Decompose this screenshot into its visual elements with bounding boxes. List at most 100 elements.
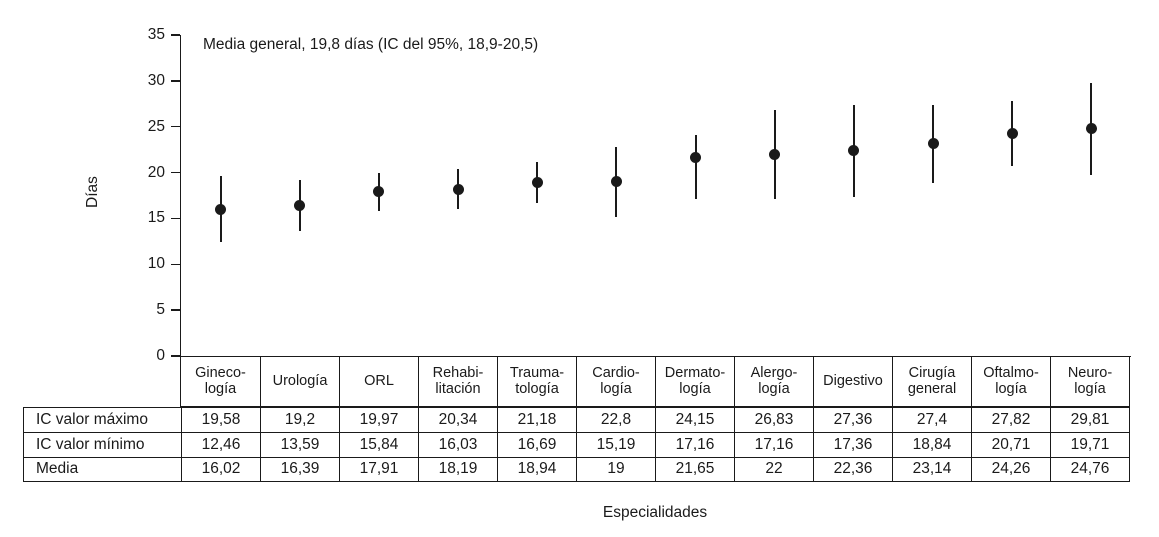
y-tick-label: 10 (147, 255, 165, 273)
column-header-line: Digestivo (823, 372, 883, 389)
value-cell: 22,36 (813, 456, 892, 481)
value-cell: 22,8 (576, 408, 655, 433)
mean-marker (531, 176, 543, 188)
column-header-line: Gineco- (195, 364, 246, 381)
column-header-cell: Rehabi-litación (418, 356, 497, 406)
mean-marker (1085, 123, 1097, 135)
column-header-line: Dermato- (664, 364, 726, 381)
column-header-line: general (907, 381, 957, 397)
column-header-cell: Digestivo (813, 356, 892, 406)
value-cell: 26,83 (734, 408, 813, 433)
mean-marker (690, 151, 702, 163)
value-cell: 27,36 (813, 408, 892, 433)
y-tick-label: 5 (156, 301, 165, 319)
y-tick-label: 0 (156, 347, 165, 364)
y-tick-mark (170, 217, 180, 220)
value-cell: 19,71 (1050, 432, 1129, 457)
column-header-cell: Cirugía general (892, 356, 971, 406)
value-cell: 21,65 (655, 456, 734, 481)
column-header-line: logía (758, 381, 790, 397)
overall-mean-annotation: Media general, 19,8 días (IC del 95%, 18… (203, 36, 539, 53)
value-cell: 19,97 (339, 408, 418, 433)
column-header-line: Cardio- (592, 364, 640, 381)
value-cell: 19,2 (260, 408, 339, 433)
y-tick-mark (170, 125, 180, 128)
value-cell: 17,16 (734, 432, 813, 457)
column-header-line: Oftalmo- (983, 364, 1039, 381)
column-header-line: Cirugía (908, 364, 956, 381)
value-cell: 23,14 (892, 456, 971, 481)
plot-area: Media general, 19,8 días (IC del 95%, 18… (148, 26, 1131, 364)
column-header-line: logía (995, 381, 1027, 397)
column-header-cell: Urología (260, 356, 339, 406)
value-cell: 15,84 (339, 432, 418, 457)
y-tick-mark (170, 309, 180, 311)
mean-marker (452, 183, 464, 195)
value-cell: 16,03 (418, 432, 497, 457)
value-cell: 27,82 (971, 408, 1050, 433)
column-header-line: Neuro- (1067, 364, 1113, 381)
mean-marker (215, 203, 227, 215)
column-header-line: ORL (364, 372, 394, 389)
y-tick-label: 15 (147, 209, 165, 227)
column-header-line: tología (515, 381, 559, 397)
value-cell: 13,59 (260, 432, 339, 457)
column-header-line: litación (435, 381, 481, 397)
value-cell: 17,36 (813, 432, 892, 457)
mean-marker (373, 186, 385, 198)
value-cell: 20,71 (971, 432, 1050, 457)
y-tick-mark (170, 263, 180, 266)
mean-marker (610, 176, 622, 188)
row-label-cell: IC valor mínimo (24, 432, 181, 456)
value-cell: 29,81 (1050, 408, 1129, 433)
row-label-cell: IC valor máximo (36, 411, 148, 429)
y-tick-mark (170, 34, 180, 36)
x-axis-title: Especialidades (602, 504, 708, 521)
column-header-cell: Neuro-logía (1050, 356, 1129, 406)
column-header-line: logía (1074, 381, 1106, 397)
column-header-line: Alergo- (750, 364, 798, 381)
table-body: IC valor máximo 19,58 19,2 19,97 20,34 21,18 2… (23, 407, 1130, 482)
column-header-cell: Dermato-logía (655, 356, 734, 406)
value-cell: 24,26 (971, 456, 1050, 481)
column-header-cell: Cardio-logía (576, 356, 655, 406)
value-cell: 19 (576, 456, 655, 481)
mean-marker (769, 148, 781, 160)
y-tick-mark (170, 80, 180, 82)
value-cell: 16,69 (497, 432, 576, 457)
row-label-cell: Media (24, 456, 181, 481)
value-cell: 21,18 (497, 408, 576, 433)
value-cell: 17,91 (339, 456, 418, 481)
column-header-cell: Alergo-logía (734, 356, 813, 406)
value-cell: 27,4 (892, 408, 971, 433)
y-tick-label: 20 (147, 163, 165, 181)
column-header-cell: Trauma-tología (497, 356, 576, 406)
y-tick-label: 35 (147, 26, 165, 43)
column-header-line: logía (204, 381, 237, 397)
column-header-line: Urología (272, 372, 328, 389)
mean-marker (927, 138, 939, 150)
mean-marker (294, 200, 306, 212)
mean-marker (848, 145, 860, 157)
y-tick-mark (170, 171, 180, 174)
y-axis-title: Días (84, 176, 101, 208)
value-cell: 19,58 (181, 408, 260, 433)
value-cell: 18,84 (892, 432, 971, 457)
column-header-line: logía (600, 381, 632, 397)
value-cell: 22 (734, 456, 813, 481)
table-header-row: Gineco-logía Urología ORL Rehabi-litación Tr… (180, 356, 1130, 407)
value-cell: 17,16 (655, 432, 734, 457)
value-cell: 24,76 (1050, 456, 1129, 481)
column-header-cell: Oftalmo-logía (971, 356, 1050, 406)
column-header-line: logía (679, 381, 711, 397)
column-header-cell: ORL (339, 356, 418, 406)
confidence-interval-bar (694, 134, 697, 199)
value-cell: 16,02 (181, 456, 260, 481)
y-tick-label: 25 (147, 117, 165, 135)
value-cell: 16,39 (260, 456, 339, 481)
value-cell: 18,94 (497, 456, 576, 481)
y-tick-label: 30 (147, 71, 165, 89)
y-tick-mark (170, 355, 180, 357)
value-cell: 12,46 (181, 432, 260, 457)
